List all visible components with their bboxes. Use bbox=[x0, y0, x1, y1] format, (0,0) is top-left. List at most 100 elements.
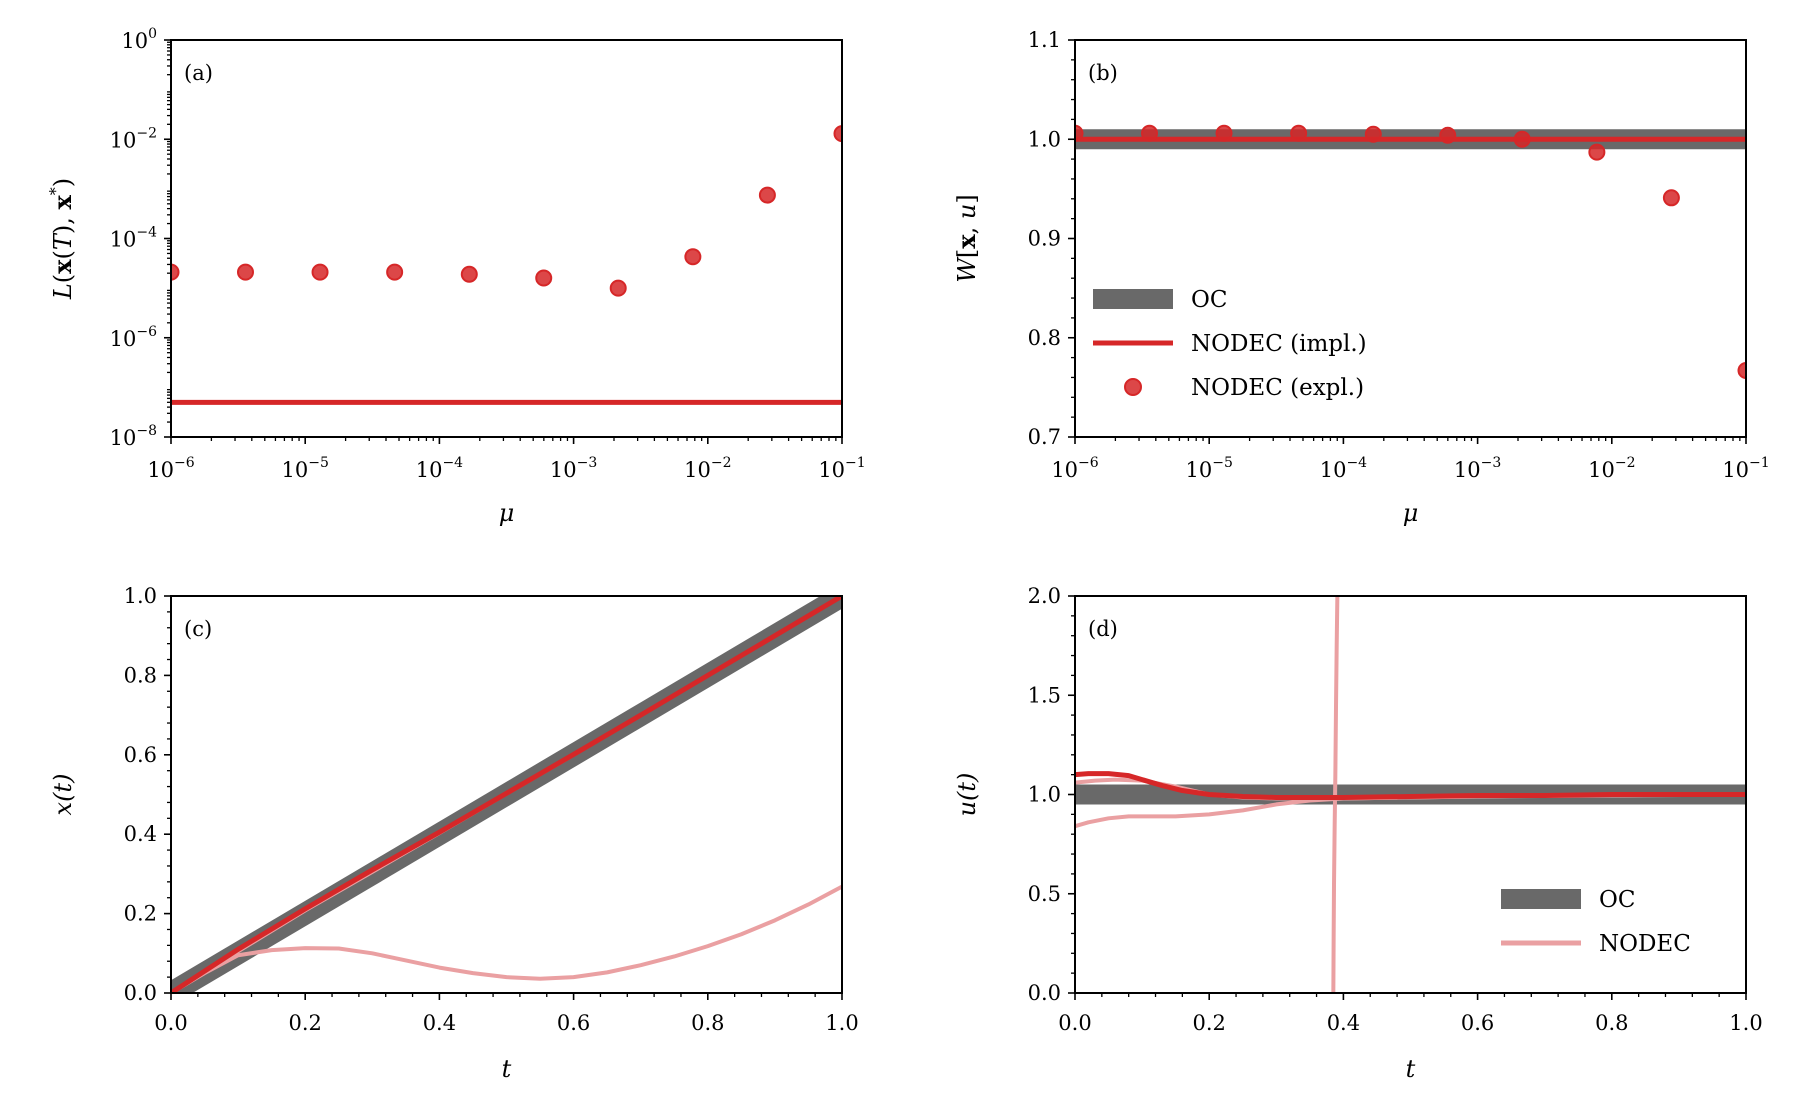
plot-area-a bbox=[171, 125, 842, 405]
y-tick-label-a-3-exp: −2 bbox=[136, 125, 157, 141]
x-tick-label-c-2: 0.4 bbox=[423, 1011, 456, 1035]
y-tick-label-c-4: 0.8 bbox=[124, 663, 157, 687]
x-tick-label-b-2-exp: −4 bbox=[1346, 455, 1367, 471]
series-b-2-point-6 bbox=[1513, 130, 1531, 148]
y-tick-label-d-4: 2.0 bbox=[1028, 584, 1061, 608]
x-tick-label-a-0-exp: −6 bbox=[174, 455, 195, 471]
panel-c: 0.0 0.2 0.4 0.6 0.8 1.0 0.0 0.2 0.4 0.6 0.8 1.0 t x(t… bbox=[49, 584, 859, 1083]
x-tick-label-a-4-base: 10 bbox=[684, 458, 711, 482]
y-tick-label-b-1: 0.8 bbox=[1028, 326, 1061, 350]
x-tick-label-b-1-base: 10 bbox=[1186, 458, 1213, 482]
x-axis-label-d: t bbox=[1406, 1055, 1416, 1083]
x-tick-label-b-3-base: 10 bbox=[1454, 458, 1481, 482]
x-tick-label-c-0: 0.0 bbox=[154, 1011, 187, 1035]
x-tick-label-c-4: 0.8 bbox=[691, 1011, 724, 1035]
x-tick-label-b-2-base: 10 bbox=[1320, 458, 1347, 482]
panel-label-d: (d) bbox=[1088, 617, 1118, 641]
x-tick-label-b-2: 10−4 bbox=[1320, 455, 1367, 482]
series-b-2-point-0 bbox=[1075, 124, 1084, 142]
y-tick-label-c-1: 0.2 bbox=[124, 902, 157, 926]
x-tick-label-d-3: 0.6 bbox=[1461, 1011, 1494, 1035]
axes-frame-c bbox=[170, 595, 843, 994]
panel-label-b: (b) bbox=[1088, 61, 1118, 85]
x-tick-label-c-1: 0.2 bbox=[288, 1011, 321, 1035]
legend-entry-d-1-label: NODEC bbox=[1599, 931, 1691, 957]
y-tick-label-a-1: 10−6 bbox=[110, 324, 157, 351]
x-axis-label-a: μ bbox=[499, 499, 515, 527]
y-axis-label-c: x(t) bbox=[49, 774, 77, 816]
y-tick-label-a-4-exp: 0 bbox=[148, 26, 157, 42]
series-a-1-point-1 bbox=[236, 263, 254, 281]
y-tick-label-a-4: 100 bbox=[121, 26, 157, 53]
y-axis-label-b: W[x, u] bbox=[952, 194, 981, 282]
panel-b: 10−6 10−5 10−4 10−3 10−2 10−10.70.80.91.01.1μ… bbox=[952, 28, 1770, 527]
x-tick-label-a-3-exp: −3 bbox=[577, 455, 598, 471]
plot-area-d bbox=[1075, 596, 1746, 993]
y-tick-label-a-2: 10−4 bbox=[110, 225, 157, 252]
y-tick-label-a-1-base: 10 bbox=[110, 327, 137, 351]
x-tick-label-d-1: 0.2 bbox=[1192, 1011, 1225, 1035]
y-tick-label-b-2: 0.9 bbox=[1028, 227, 1061, 251]
series-b-2-point-4 bbox=[1364, 125, 1382, 143]
series-b-2-point-5 bbox=[1439, 126, 1457, 144]
x-tick-label-a-5: 10−1 bbox=[818, 455, 865, 482]
legend-b: OC NODEC (impl.) NODEC (expl.) bbox=[1093, 287, 1367, 401]
x-tick-label-b-0-exp: −6 bbox=[1078, 455, 1099, 471]
y-tick-label-c-0: 0.0 bbox=[124, 981, 157, 1005]
x-tick-label-a-0-base: 10 bbox=[147, 458, 174, 482]
x-tick-label-b-5: 10−1 bbox=[1722, 455, 1769, 482]
y-tick-label-a-2-exp: −4 bbox=[136, 225, 157, 241]
x-tick-label-d-0: 0.0 bbox=[1058, 1011, 1091, 1035]
x-axis-label-c: t bbox=[502, 1055, 512, 1083]
series-a-1-point-8 bbox=[758, 186, 776, 204]
x-tick-label-b-4-exp: −2 bbox=[1615, 455, 1636, 471]
y-tick-label-c-3: 0.6 bbox=[124, 743, 157, 767]
x-tick-label-b-5-base: 10 bbox=[1722, 458, 1749, 482]
y-tick-label-a-2-base: 10 bbox=[110, 228, 137, 252]
series-c-3-path bbox=[171, 596, 842, 993]
x-tick-label-b-4: 10−2 bbox=[1588, 455, 1635, 482]
x-tick-label-b-5-exp: −1 bbox=[1749, 455, 1770, 471]
series-a-1-point-3 bbox=[386, 263, 404, 281]
legend-entry-b-2-swatch bbox=[1124, 378, 1142, 396]
x-tick-label-b-4-base: 10 bbox=[1588, 458, 1615, 482]
plot-area-c bbox=[171, 596, 842, 993]
series-a-1-point-5 bbox=[535, 269, 553, 287]
panel-d: 0.0 0.2 0.4 0.6 0.8 1.0 0.0 0.5 1.0 1.5 2.0 t u(t) (d… bbox=[953, 584, 1763, 1083]
y-tick-label-d-2: 1.0 bbox=[1028, 783, 1061, 807]
y-tick-label-a-0-base: 10 bbox=[110, 426, 137, 450]
legend-d: OC NODEC bbox=[1501, 887, 1691, 957]
series-a-1-point-4 bbox=[460, 265, 478, 283]
x-tick-label-b-3-exp: −3 bbox=[1481, 455, 1502, 471]
series-b-2-point-7 bbox=[1588, 143, 1606, 161]
y-tick-label-a-1-exp: −6 bbox=[136, 324, 157, 340]
x-tick-label-d-4: 0.8 bbox=[1595, 1011, 1628, 1035]
series-a-1-point-0 bbox=[171, 263, 180, 281]
x-tick-label-a-3-base: 10 bbox=[550, 458, 577, 482]
y-tick-label-c-2: 0.4 bbox=[124, 822, 157, 846]
legend-entry-b-1-label: NODEC (impl.) bbox=[1191, 331, 1367, 357]
x-tick-label-a-1: 10−5 bbox=[282, 455, 329, 482]
series-a-1-point-7 bbox=[684, 248, 702, 266]
series-a-1-point-2 bbox=[311, 263, 329, 281]
y-tick-label-a-3-base: 10 bbox=[110, 128, 137, 152]
y-tick-label-a-0-exp: −8 bbox=[136, 423, 157, 439]
y-tick-label-a-4-base: 10 bbox=[121, 29, 148, 53]
plot-area-b bbox=[1075, 124, 1746, 380]
x-tick-label-a-2-base: 10 bbox=[416, 458, 443, 482]
series-b-2-point-8 bbox=[1662, 189, 1680, 207]
x-tick-label-a-1-base: 10 bbox=[282, 458, 309, 482]
series-b-2-point-2 bbox=[1215, 124, 1233, 142]
panel-a: 10−6 10−5 10−4 10−3 10−2 10−110−810−610−410−2… bbox=[46, 26, 866, 527]
series-d-4-path bbox=[1075, 771, 1746, 800]
series-a-1-point-9 bbox=[833, 125, 842, 143]
x-tick-label-a-3: 10−3 bbox=[550, 455, 597, 482]
series-b-2-point-1 bbox=[1140, 124, 1158, 142]
x-tick-label-a-0: 10−6 bbox=[147, 455, 194, 482]
y-tick-label-a-0: 10−8 bbox=[110, 423, 157, 450]
x-tick-label-d-5: 1.0 bbox=[1729, 1011, 1762, 1035]
panel-label-c: (c) bbox=[184, 617, 212, 641]
series-b-2-point-3 bbox=[1290, 124, 1308, 142]
x-tick-label-a-5-exp: −1 bbox=[845, 455, 866, 471]
